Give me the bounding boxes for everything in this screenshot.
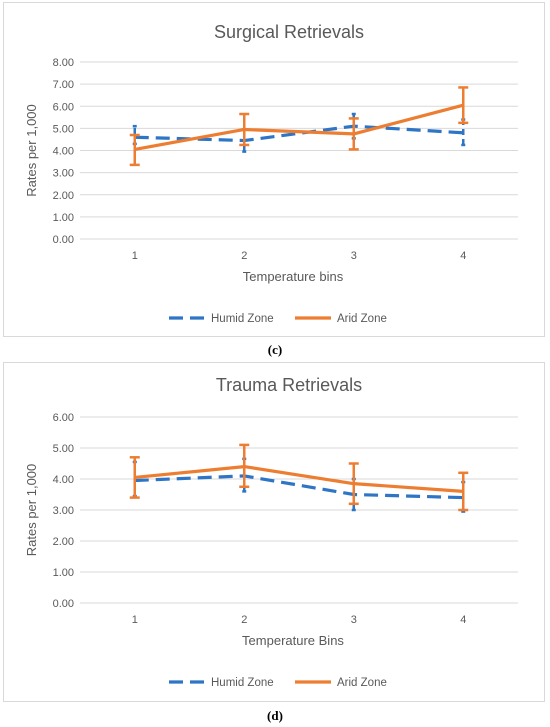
- series-line-arid-zone: [134, 464, 464, 493]
- y-tick-label: 0.00: [53, 234, 74, 246]
- x-tick-label: 2: [241, 250, 247, 262]
- surgical-retrievals-chart: Surgical Retrievals 0.00 1.00 2.00 3.00 4.00 5…: [3, 2, 545, 337]
- trauma-retrievals-plot: Trauma Retrievals 0.00 1.00 2.00 3.00 4.00 5.0…: [24, 375, 518, 689]
- legend-label-arid-zone: Arid Zone: [337, 313, 387, 325]
- y-tick-label: 1.00: [53, 567, 74, 579]
- x-tick-label: 3: [351, 614, 357, 626]
- x-tick-label: 2: [241, 614, 247, 626]
- legend-label-arid-zone: Arid Zone: [337, 677, 387, 689]
- y-axis-label: Rates per 1,000: [24, 464, 39, 557]
- series-line-humid-zone: [134, 474, 464, 500]
- x-tick-label: 4: [460, 250, 466, 262]
- y-tick-label: 1.00: [53, 212, 74, 224]
- series-line-arid-zone: [134, 103, 464, 151]
- chart-title: Surgical Retrievals: [214, 22, 364, 42]
- y-tick-label: 6.00: [53, 412, 74, 424]
- surgical-retrievals-plot: Surgical Retrievals 0.00 1.00 2.00 3.00 4.00 5…: [24, 22, 518, 325]
- y-axis-label: Rates per 1,000: [24, 104, 39, 197]
- y-tick-label: 5.00: [53, 123, 74, 135]
- y-tick-label: 2.00: [53, 190, 74, 202]
- figure-caption-d: (d): [267, 708, 283, 723]
- legend-label-humid-zone: Humid Zone: [211, 677, 274, 689]
- x-tick-label: 4: [460, 614, 466, 626]
- x-axis-label: Temperature bins: [243, 269, 344, 284]
- y-tick-label: 5.00: [53, 443, 74, 455]
- y-tick-label: 4.00: [53, 474, 74, 486]
- y-tick-label: 7.00: [53, 79, 74, 91]
- y-tick-label: 3.00: [53, 505, 74, 517]
- y-tick-label: 4.00: [53, 146, 74, 158]
- y-tick-label: 8.00: [53, 57, 74, 69]
- y-tick-label: 2.00: [53, 536, 74, 548]
- x-tick-label: 1: [132, 250, 138, 262]
- y-tick-label: 0.00: [53, 598, 74, 610]
- x-axis-label: Temperature Bins: [242, 633, 344, 648]
- x-tick-label: 1: [132, 614, 138, 626]
- legend-label-humid-zone: Humid Zone: [211, 313, 274, 325]
- y-tick-label: 6.00: [53, 101, 74, 113]
- x-tick-label: 3: [351, 250, 357, 262]
- chart-title: Trauma Retrievals: [216, 375, 362, 395]
- figure-caption-c: (c): [267, 342, 283, 357]
- trauma-retrievals-chart: Trauma Retrievals 0.00 1.00 2.00 3.00 4.00 5.0…: [3, 362, 545, 702]
- y-tick-label: 3.00: [53, 168, 74, 180]
